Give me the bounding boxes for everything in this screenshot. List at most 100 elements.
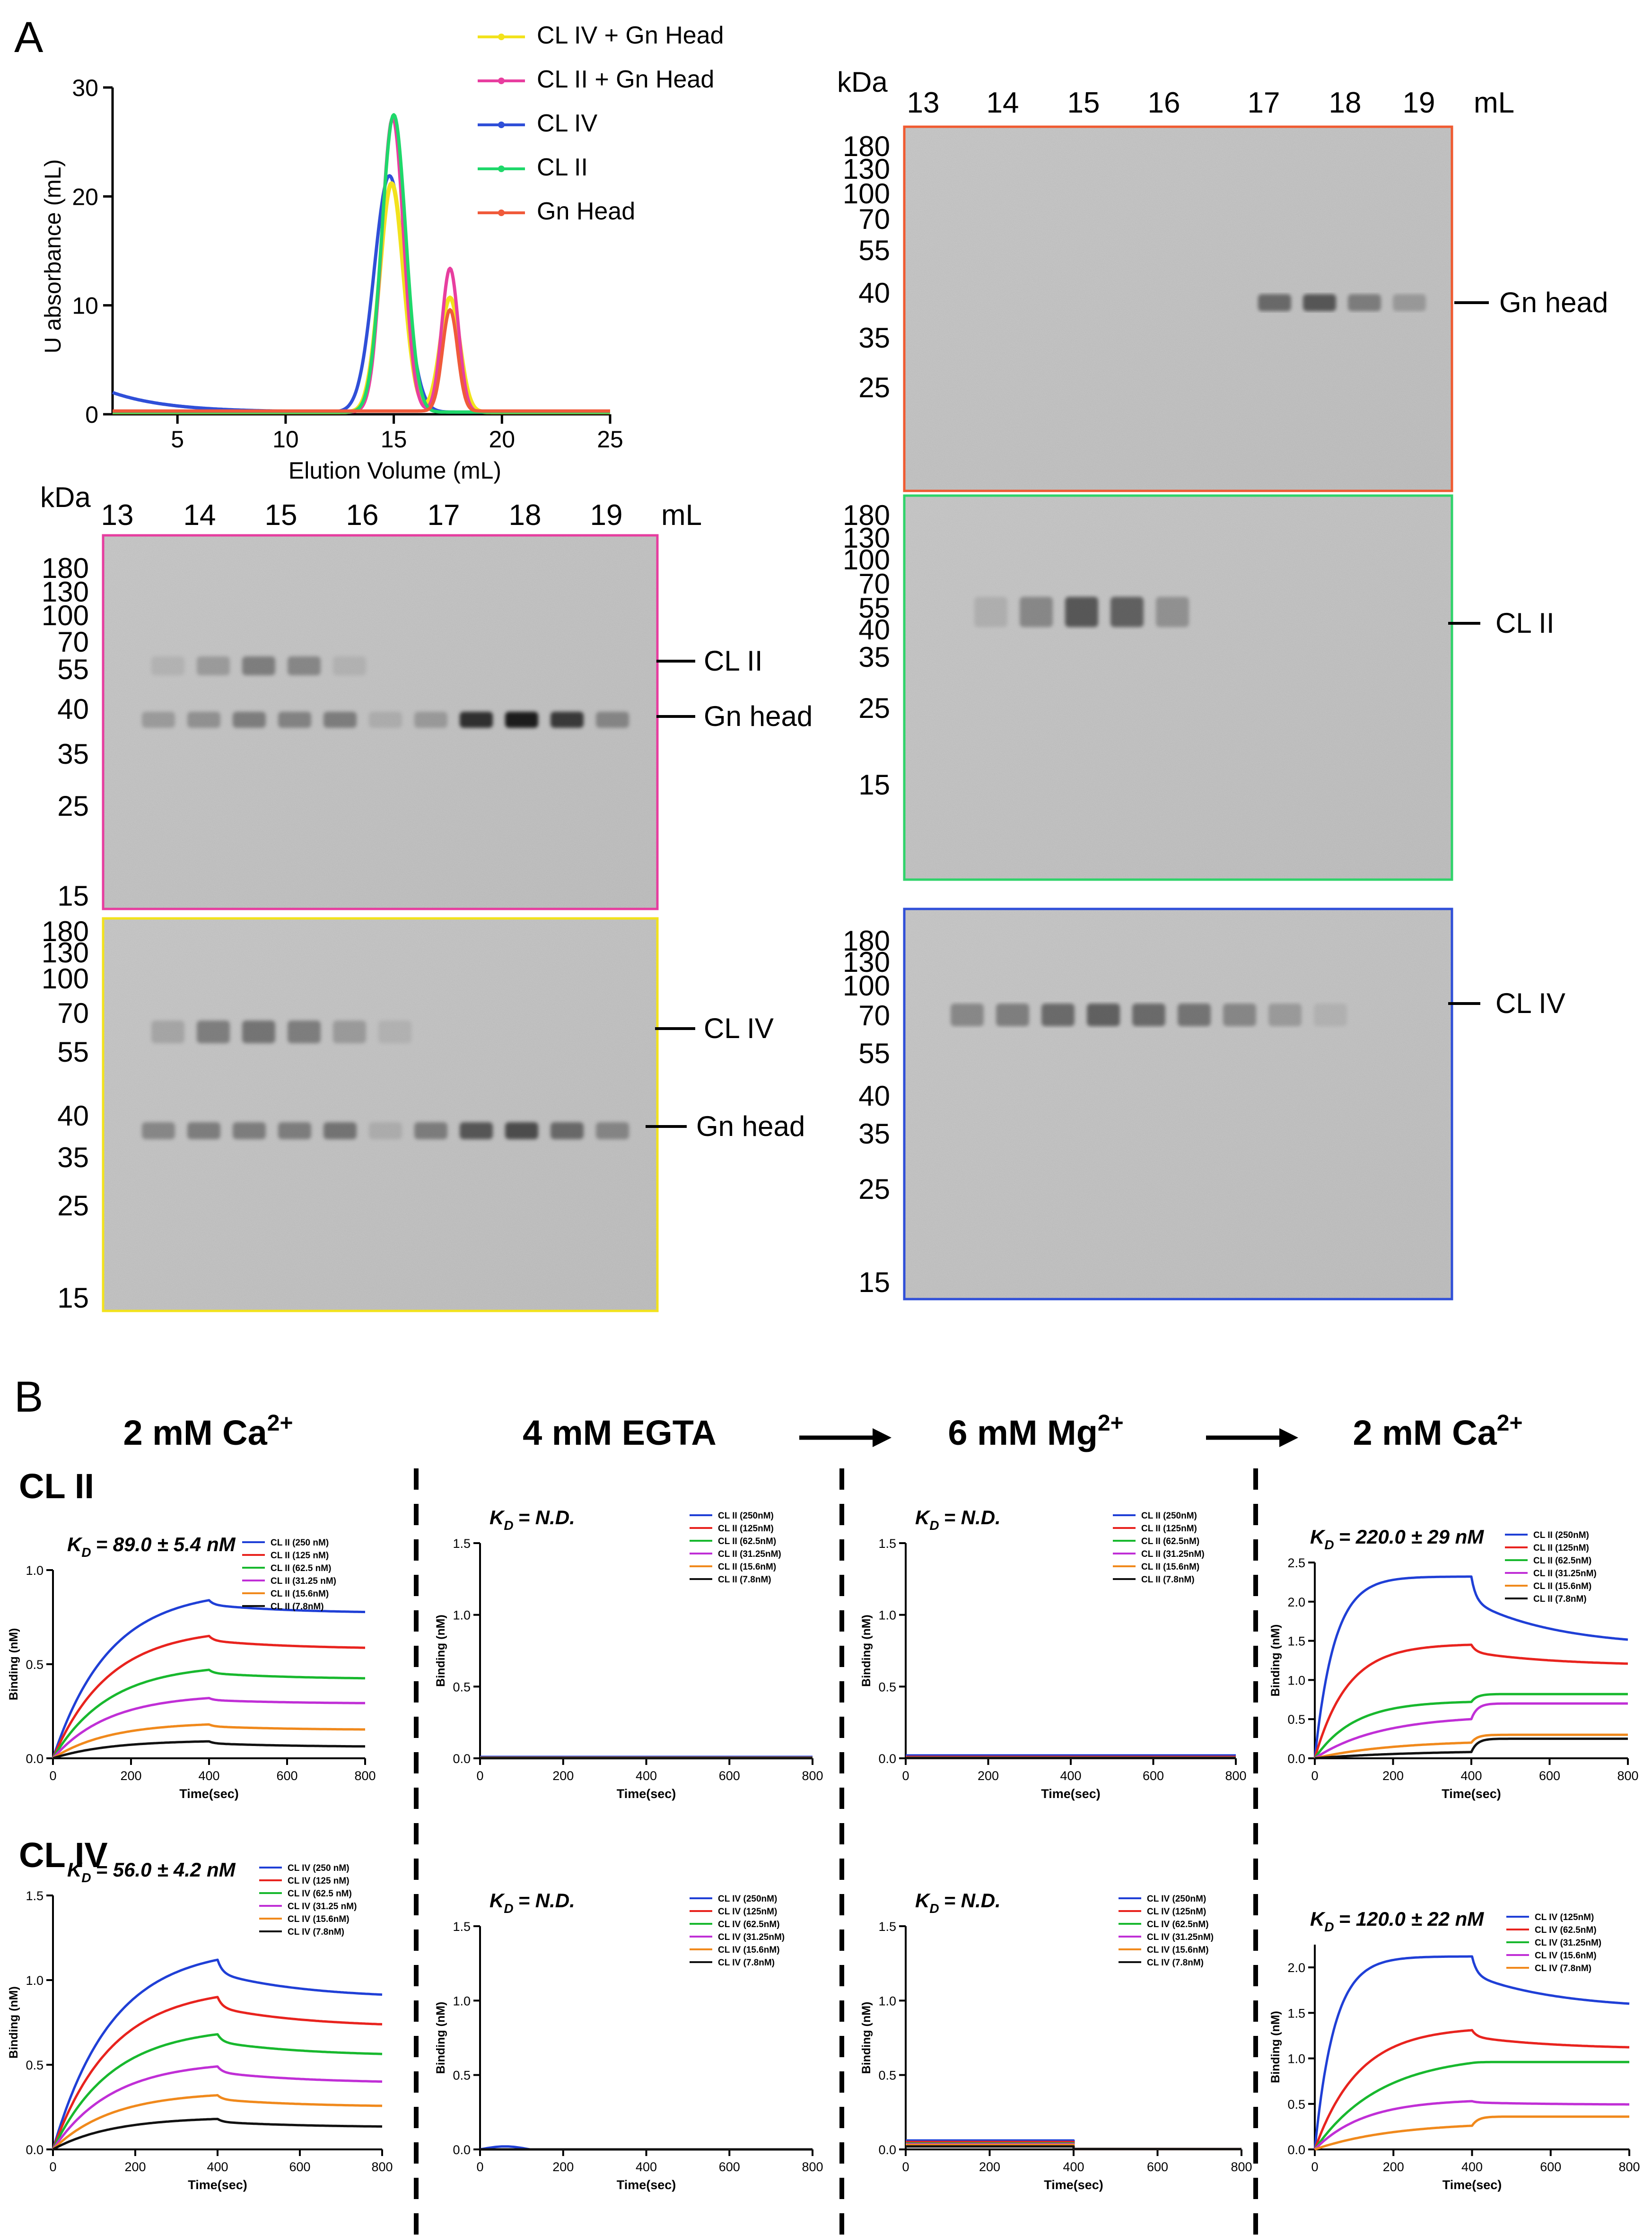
- gel-cl2-label: CL II: [1495, 607, 1554, 639]
- bli-curve-2: [1313, 2060, 1629, 2150]
- bli-xlabel: Time(sec): [617, 2178, 676, 2192]
- gel-cl4-gn-texture: [103, 918, 657, 1311]
- bli-ytick-label: 0.0: [878, 1752, 896, 1766]
- gel-cl4-frame: [903, 908, 1453, 1301]
- gel-cl2-gn-band: [197, 656, 230, 675]
- bli-ytick-label: 1.0: [453, 1994, 471, 2008]
- bli-legend-label: CL IV (31.25 nM): [288, 1902, 357, 1912]
- sec-ytick-label: 20: [72, 183, 98, 210]
- gel-cl2-gn-band: [414, 712, 447, 728]
- sec-xtick-label: 5: [171, 426, 184, 453]
- condition-4: 2 mM Ca2+: [1353, 1411, 1522, 1452]
- bli-legend-label: CL II (250nM): [1141, 1511, 1197, 1521]
- bli-xtick-label: 800: [371, 2160, 393, 2174]
- bli-xtick-label: 400: [1461, 2160, 1483, 2174]
- gel-cl2-marker-label: 15: [858, 769, 890, 801]
- bli-legend-label: CL II (7.8nM): [1533, 1594, 1587, 1604]
- bli-xtick-label: 800: [802, 2160, 823, 2174]
- bli-ytick-label: 0.5: [878, 2069, 896, 2083]
- gel-right-fraction-label: 13: [907, 87, 940, 119]
- sec-chromatogram: 0 10 20 30 5 10 15 20 25 Elution Volume (mL) U a…: [41, 22, 724, 484]
- bli-ytick-label: 2.0: [1287, 1595, 1305, 1609]
- gel-cl4-gn-band: [323, 1122, 357, 1139]
- bli-legend-label: CL II (62.5nM): [1533, 1556, 1591, 1566]
- gel-cl4-gn-band: [369, 1122, 402, 1139]
- gel-cl2-gn-gnhead-label: Gn head: [704, 700, 813, 732]
- bli-xtick-label: 600: [1539, 1769, 1560, 1783]
- bli-legend-label: CL II (62.5 nM): [271, 1563, 331, 1573]
- condition-headers: 2 mM Ca2+ 4 mM EGTA 6 mM Mg2+ 2 mM Ca2+: [123, 1411, 1522, 1452]
- gel-cl2: [903, 494, 1453, 881]
- bli-legend-label: CL IV (7.8nM): [288, 1927, 344, 1937]
- bli-legend-label: CL IV (15.6nM): [288, 1914, 350, 1924]
- gel-gn-head-frame: [903, 125, 1453, 492]
- bli-legend-label: CL II (62.5nM): [718, 1537, 776, 1546]
- bli-curve-4: [906, 2144, 1242, 2150]
- bli-curve-2: [52, 2033, 383, 2150]
- gel-cl2-gn-marker-label: 130: [42, 576, 89, 608]
- gel-gn-head-marker-label: 100: [843, 178, 890, 210]
- gel-left-ml-label: mL: [661, 499, 702, 532]
- bli-xtick-label: 600: [1540, 2160, 1561, 2174]
- bli-curve-5: [52, 2118, 383, 2151]
- sec-axes: 0 10 20 30 5 10 15 20 25: [72, 75, 623, 453]
- row-label-cl2: CL II: [19, 1467, 94, 1506]
- gel-cl4-band: [1041, 1004, 1075, 1026]
- bli-kd-sub: D: [929, 1901, 939, 1916]
- bli-kd-value: = 220.0 ± 29 nM: [1339, 1526, 1485, 1548]
- gel-cl4-band: [1132, 1004, 1165, 1026]
- gel-cl4-marker-label: 15: [858, 1266, 890, 1298]
- gel-cl4-gn-band: [333, 1021, 366, 1043]
- bli-legend-label: CL II (7.8nM): [718, 1575, 771, 1585]
- gel-cl2-marker-label: 100: [843, 544, 890, 576]
- bli-curve-5: [1314, 1737, 1628, 1760]
- sec-legend-marker: [498, 210, 505, 216]
- bli-ylabel: Binding (nM): [434, 1615, 447, 1687]
- gel-cl2-gn-band: [142, 712, 175, 728]
- gel-cl4-marker-label: 70: [858, 1000, 890, 1031]
- bli-legend-label: CL IV (31.25nM): [718, 1932, 785, 1942]
- bli-ytick-label: 0.5: [1287, 2097, 1305, 2112]
- bli-p12: 0.0 0.5 1.0 1.5 0 200 400 600 800 Time(sec) Bindin…: [434, 1506, 823, 1801]
- bli-curve-5: [906, 2145, 1242, 2150]
- gel-cl2-band: [1110, 597, 1144, 627]
- gel-cl2-gn-band: [369, 712, 402, 728]
- bli-curve-3: [52, 2065, 383, 2150]
- bli-xtick-label: 400: [198, 1769, 219, 1783]
- gel-cl4-gn-marker-label: 15: [57, 1282, 89, 1314]
- gel-gn-head-bands: [1258, 294, 1426, 311]
- sec-legend: CL IV + Gn Head CL II + Gn Head CL IV CL II…: [478, 22, 724, 225]
- gel-cl4-gn-band: [187, 1122, 220, 1139]
- bli-kd-value: = N.D.: [944, 1889, 1001, 1912]
- gel-cl2-band: [1156, 597, 1189, 627]
- sec-ytick-label: 30: [72, 75, 98, 101]
- gel-cl4-gn-band: [242, 1021, 275, 1043]
- bli-curve-4: [1314, 2115, 1629, 2151]
- bli-kd-k: K: [915, 1889, 931, 1912]
- bli-kd-value: = N.D.: [518, 1889, 575, 1912]
- sec-ytick-label: 10: [72, 293, 98, 319]
- gel-cl2-marker-label: 25: [858, 692, 890, 724]
- bli-legend-label: CL IV (62.5nM): [1147, 1920, 1209, 1929]
- gel-cl4-band: [1314, 1004, 1347, 1026]
- bli-curve-1: [1313, 1643, 1628, 1759]
- sec-ylabel: U absorbance (mL): [41, 159, 66, 354]
- bli-kd-value: = 120.0 ± 22 nM: [1339, 1908, 1485, 1930]
- gel-gn-head-marker-label: 55: [858, 235, 890, 266]
- gel-cl4-gn-marker-label: 35: [57, 1142, 89, 1173]
- bli-curve-0: [1313, 1575, 1628, 1759]
- gel-cl4-gn-frame: [102, 917, 659, 1312]
- bli-xtick-label: 0: [49, 2160, 56, 2174]
- gel-cl4-gn-marker-label: 40: [57, 1100, 89, 1132]
- gel-cl2-gn-band: [323, 712, 357, 728]
- bli-xlabel: Time(sec): [188, 2178, 247, 2192]
- bli-xtick-label: 800: [1618, 2160, 1640, 2174]
- gel-cl4-gn-marker-label: 130: [42, 937, 89, 969]
- gel-cl2-gn-band: [242, 656, 275, 675]
- bli-ytick-label: 0.5: [878, 1680, 896, 1694]
- bli-legend-label: CL IV (15.6nM): [718, 1945, 780, 1955]
- gels: kDa 13 14 15 16 17 18 19 mL kDa 13 14 15 16 17 18 19 mL 18…: [40, 66, 1608, 1314]
- bli-ylabel: Binding (nM): [1269, 1624, 1282, 1697]
- bli-kd-k: K: [915, 1506, 931, 1528]
- bli-kd-label: KD = N.D.: [489, 1506, 575, 1533]
